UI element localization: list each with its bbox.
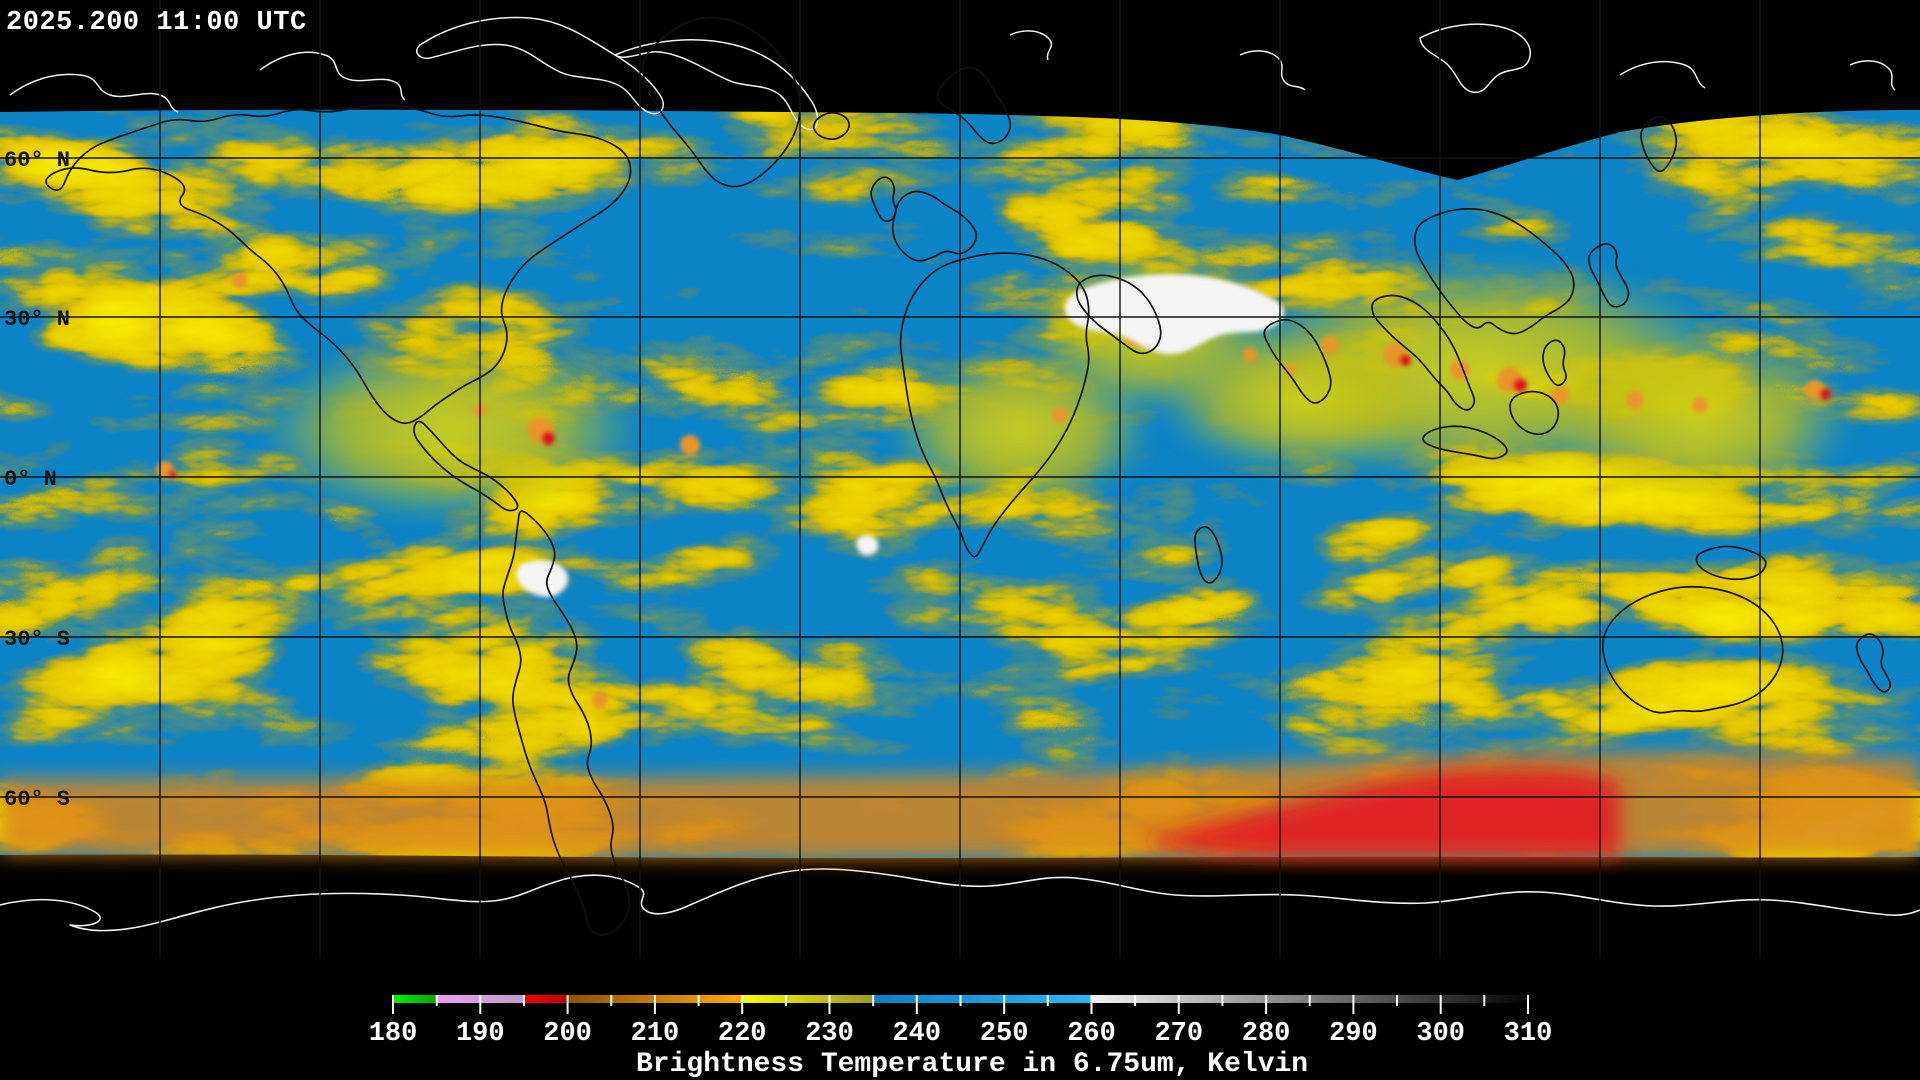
svg-text:30° N: 30° N (4, 307, 70, 332)
svg-text:180: 180 (369, 1019, 418, 1049)
svg-text:260: 260 (1067, 1019, 1116, 1049)
svg-text:190: 190 (456, 1019, 505, 1049)
svg-text:240: 240 (892, 1019, 941, 1049)
svg-text:Brightness Temperature in 6.75: Brightness Temperature in 6.75um, Kelvin (636, 1049, 1308, 1080)
svg-text:0° N: 0° N (4, 467, 57, 492)
svg-text:250: 250 (980, 1019, 1029, 1049)
svg-text:280: 280 (1242, 1019, 1291, 1049)
svg-text:310: 310 (1504, 1019, 1553, 1049)
svg-text:210: 210 (631, 1019, 680, 1049)
svg-text:60° N: 60° N (4, 148, 70, 173)
svg-text:2025.200 11:00 UTC: 2025.200 11:00 UTC (6, 8, 307, 38)
svg-text:290: 290 (1329, 1019, 1378, 1049)
svg-text:300: 300 (1416, 1019, 1465, 1049)
svg-text:60° S: 60° S (4, 787, 70, 812)
svg-text:200: 200 (543, 1019, 592, 1049)
svg-text:270: 270 (1154, 1019, 1203, 1049)
svg-text:30° S: 30° S (4, 627, 70, 652)
svg-text:220: 220 (718, 1019, 767, 1049)
svg-text:230: 230 (805, 1019, 854, 1049)
